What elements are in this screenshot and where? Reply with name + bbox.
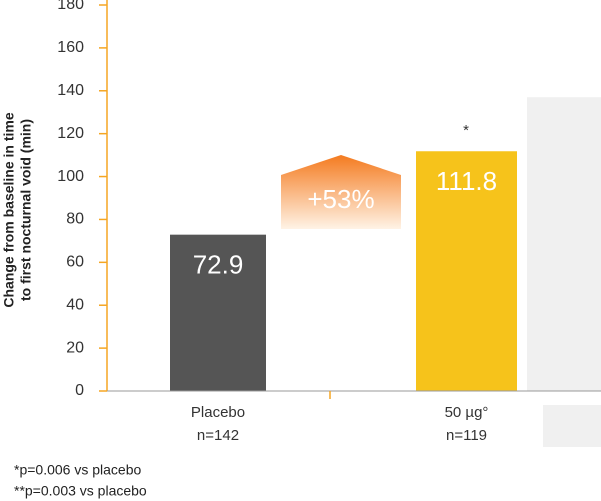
footnote: **p=0.003 vs placebo [14, 483, 147, 499]
bar [527, 97, 601, 391]
x-tick-label: Placebo [191, 404, 245, 421]
y-tick-label: 40 [66, 296, 84, 313]
y-tick-label: 60 [66, 254, 84, 271]
value-label: 72.9 [193, 250, 244, 280]
y-axis-label: to first nocturnal void (min) [18, 119, 34, 301]
bar [170, 234, 266, 391]
y-tick-label: 0 [75, 382, 84, 399]
y-tick-label: 20 [66, 339, 84, 356]
y-tick-label: 180 [57, 0, 84, 13]
value-label: 111.8 [436, 166, 497, 196]
bar [416, 151, 517, 391]
y-tick-label: 120 [57, 125, 84, 142]
x-tick-label: n=119 [446, 427, 487, 444]
significance-mark: * [463, 122, 469, 139]
y-tick-label: 100 [57, 168, 84, 185]
footnote: *p=0.006 vs placebo [14, 462, 141, 478]
x-tick-label: 50 µg° [445, 404, 489, 421]
x-tick-label: n=142 [197, 427, 239, 444]
label-box [543, 405, 601, 447]
increase-label: +53% [307, 184, 374, 214]
y-tick-label: 140 [57, 82, 84, 99]
y-tick-label: 80 [66, 211, 84, 228]
y-axis-label: Change from baseline in time [1, 112, 17, 307]
y-tick-label: 160 [57, 39, 84, 56]
increase-arrow [281, 155, 401, 229]
